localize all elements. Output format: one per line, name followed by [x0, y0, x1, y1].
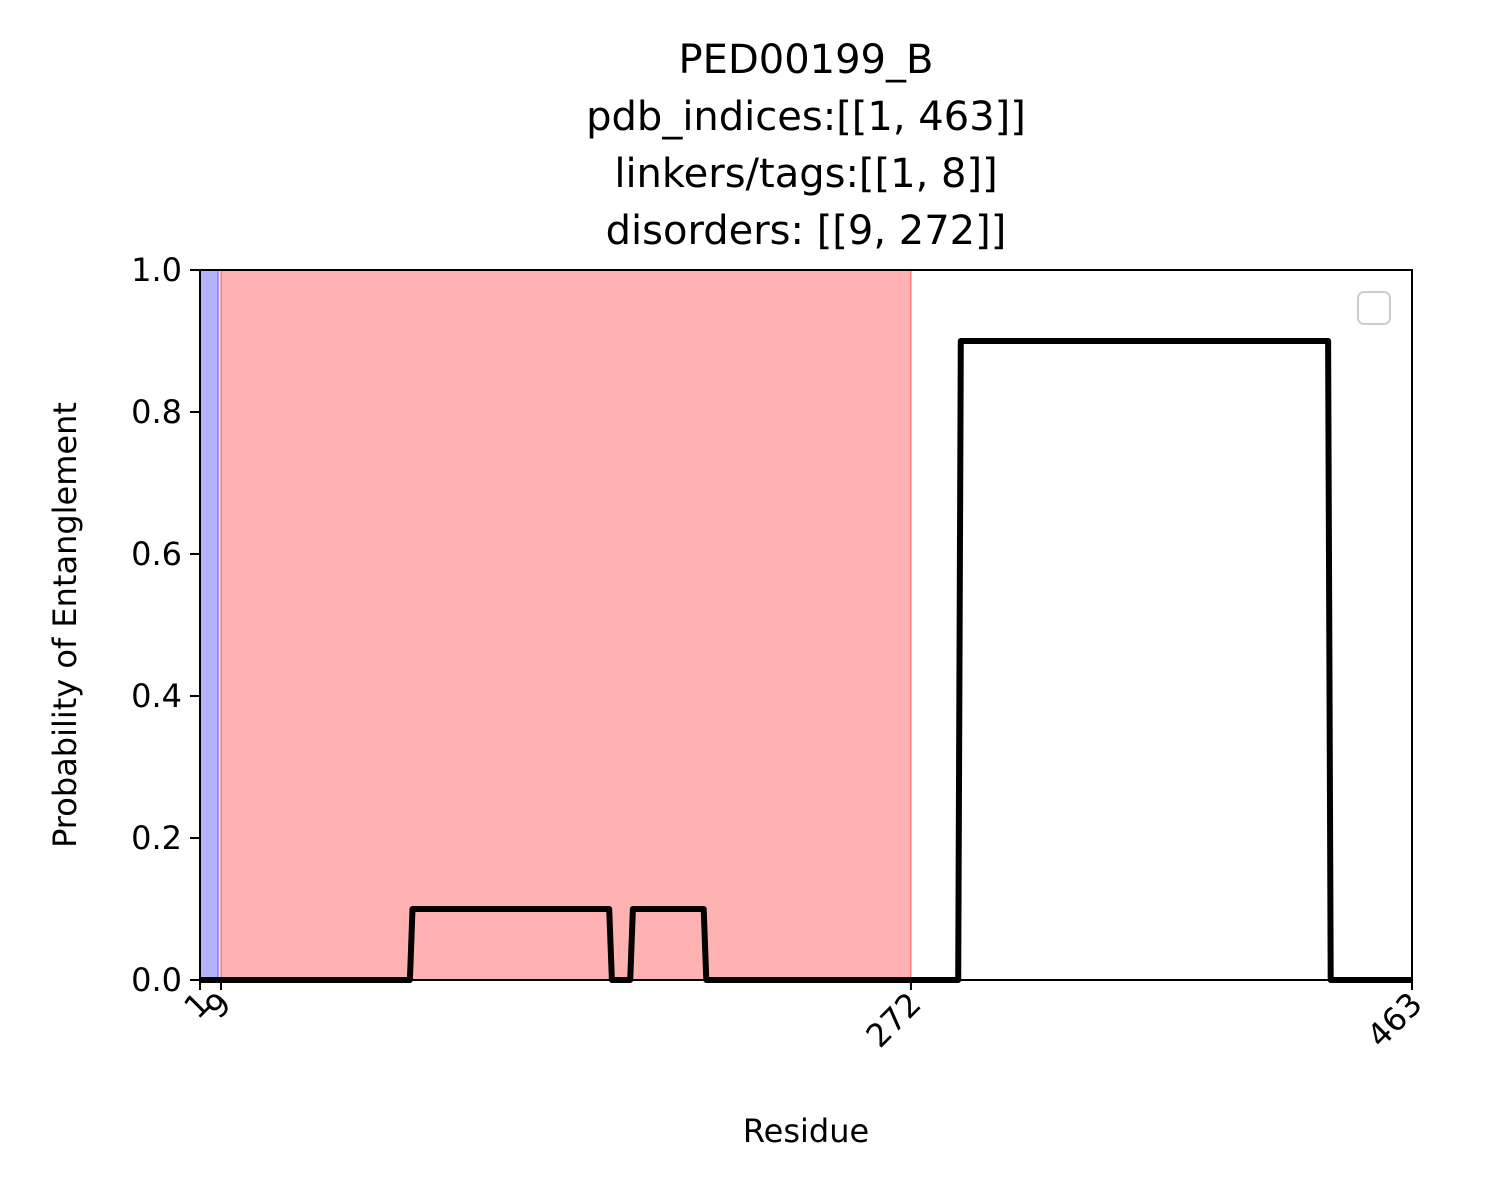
x-axis: 19 272 463	[176, 980, 1430, 1055]
plot-frame	[199, 269, 1413, 981]
title-line-3: linkers/tags:[[1, 8]]	[614, 151, 997, 197]
title-line-4: disorders: [[9, 272]]	[606, 208, 1007, 254]
title-line-2: pdb_indices:[[1, 463]]	[586, 94, 1026, 140]
x-tick-label: 463	[1360, 985, 1430, 1055]
y-tick-label: 0.4	[131, 677, 182, 715]
y-axis-label: Probability of Entanglement	[46, 402, 84, 848]
legend	[1357, 291, 1391, 325]
series-line-1	[200, 338, 1412, 983]
y-tick-label: 1.0	[131, 251, 182, 289]
y-tick-label: 0.8	[131, 393, 182, 431]
x-tick-label: 272	[859, 985, 929, 1055]
y-tick-label: 0.2	[131, 819, 182, 857]
x-axis-label: Residue	[743, 1112, 869, 1150]
chart-title: PED00199_B pdb_indices:[[1, 463]] linkers/…	[586, 37, 1026, 254]
shaded-region-disorders	[219, 269, 912, 981]
shaded-regions	[199, 269, 912, 981]
series-lines	[200, 338, 1412, 983]
y-tick-label: 0.6	[131, 535, 182, 573]
title-line-1: PED00199_B	[679, 37, 934, 83]
shaded-region-linkers-tags	[199, 269, 220, 981]
y-tick-label: 0.0	[131, 961, 182, 999]
y-axis: 0.0 0.2 0.4 0.6 0.8 1.0	[131, 251, 200, 999]
